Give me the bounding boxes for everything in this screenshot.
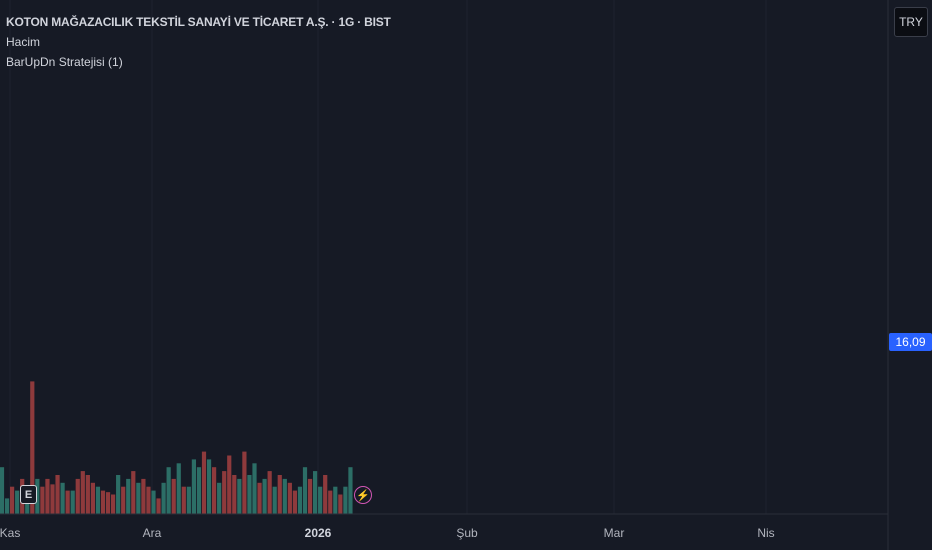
volume-bar [267,471,272,514]
volume-bar [272,486,277,514]
volume-bar [201,451,207,514]
time-tick-label: Kas [0,526,20,540]
volume-bar [45,478,50,514]
volume-bar [206,459,212,514]
volume-bar [105,492,111,514]
volume-bar [0,467,5,514]
volume-bar [121,486,126,514]
currency-button[interactable]: TRY [894,7,928,37]
time-tick-label: Mar [604,526,625,540]
volume-bar [40,486,45,514]
volume-bar [111,494,116,514]
volume-bar [90,482,95,514]
volume-bar [343,486,348,514]
volume-bar [50,484,55,514]
volume-bar [252,463,257,514]
volume-bar [30,381,35,514]
volume-bar [247,475,252,514]
volume-bar [85,475,90,514]
volume-bar [196,467,202,514]
volume-bar [237,478,242,514]
volume-bar [232,475,237,514]
volume-bar [161,482,166,514]
volume-bar [141,478,146,514]
volume-bar [242,451,247,514]
volume-bar [297,486,303,514]
time-axis[interactable]: Kas Ara 2026 Şub Mar Nis [0,526,775,540]
volume-bar [65,490,70,514]
volume-bar [217,482,222,514]
volume-bar [4,498,10,514]
dividend-bolt-icon[interactable]: ⚡ [354,486,372,504]
volume-bar [307,478,313,514]
volume-bar [80,471,85,514]
volume-bar [222,471,227,514]
symbol-title[interactable]: KOTON MAĞAZACILIK TEKSTİL SANAYİ VE TİCA… [6,15,391,29]
volume-bar [282,478,287,514]
volume-bar [126,478,131,514]
volume-bar [287,482,292,514]
volume-bar [338,494,343,514]
volume-bar [95,486,101,514]
volume-bar [302,467,308,514]
volume-bar [277,475,282,514]
volume-bar [176,463,181,514]
volume-bar [166,467,171,514]
grid-lines [0,0,888,514]
volume-bar [15,490,20,514]
volume-bar [227,455,232,514]
volume-bar [348,467,353,514]
volume-bar [318,486,323,514]
volume-bar [171,478,176,514]
volume-bars [0,381,353,514]
volume-bar [328,490,333,514]
volume-bar [333,486,338,514]
volume-bar [151,490,156,514]
volume-bar [116,475,121,514]
volume-indicator-label[interactable]: Hacim [6,35,41,49]
time-tick-label: 2026 [305,526,332,540]
volume-bar [262,478,267,514]
volume-bar [212,467,217,514]
time-tick-label: Şub [456,526,478,540]
volume-bar [156,498,161,514]
volume-bar [75,478,80,514]
volume-bar [292,490,297,514]
volume-bar [146,486,151,514]
volume-bar [60,482,65,514]
volume-bar [131,471,136,514]
volume-bar [100,490,106,514]
volume-bar [313,471,318,514]
volume-bar [10,486,15,514]
time-tick-label: Ara [143,526,162,540]
volume-bar [186,486,191,514]
volume-bar [70,490,75,514]
last-price-badge: 16,09 [889,333,932,351]
volume-bar [181,486,186,514]
time-tick-label: Nis [757,526,774,540]
volume-bar [257,482,262,514]
strategy-indicator-label[interactable]: BarUpDn Stratejisi (1) [6,55,123,69]
volume-bar [55,475,60,514]
chart-legend: KOTON MAĞAZACILIK TEKSTİL SANAYİ VE TİCA… [6,12,391,72]
volume-bar [323,475,328,514]
earnings-icon[interactable]: E [20,485,37,504]
volume-bar [191,459,196,514]
volume-bar [35,478,40,514]
volume-bar [136,482,141,514]
